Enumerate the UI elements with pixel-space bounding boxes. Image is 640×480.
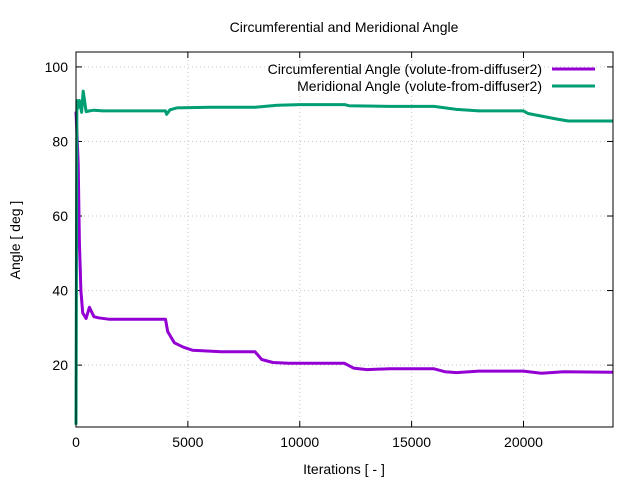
legend: Circumferential Angle (volute-from-diffu… <box>268 61 595 94</box>
series-line-circumferential <box>74 111 614 375</box>
x-tick-label: 0 <box>72 434 80 450</box>
y-tick-label: 20 <box>52 357 68 373</box>
y-tick-label: 100 <box>45 59 69 75</box>
x-tick-label: 20000 <box>504 434 543 450</box>
y-axis-label: Angle [ deg ] <box>7 201 23 280</box>
y-tick-label: 60 <box>52 208 68 224</box>
x-tick-label: 10000 <box>280 434 319 450</box>
legend-label-circumferential: Circumferential Angle (volute-from-diffu… <box>268 61 542 77</box>
chart-title: Circumferential and Meridional Angle <box>230 19 459 35</box>
x-axis-label: Iterations [ - ] <box>303 461 385 477</box>
y-tick-label: 40 <box>52 283 68 299</box>
legend-label-meridional: Meridional Angle (volute-from-diffuser2) <box>297 78 542 94</box>
series-line-meridional <box>74 89 613 425</box>
plot-frame <box>75 51 614 428</box>
x-tick-label: 5000 <box>172 434 203 450</box>
y-tick-label: 80 <box>52 133 68 149</box>
x-tick-label: 15000 <box>392 434 431 450</box>
